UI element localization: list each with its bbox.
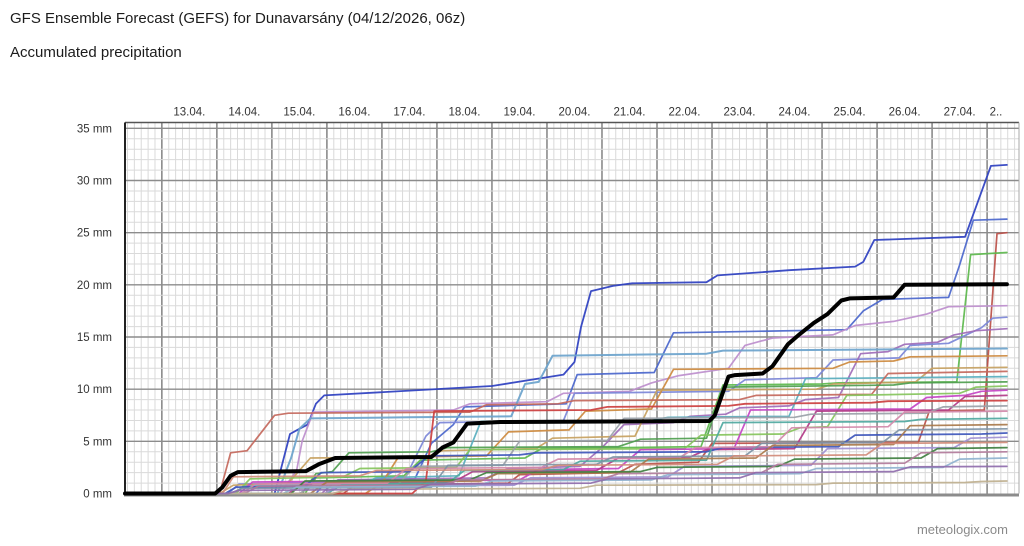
ensemble-member-line bbox=[124, 450, 1008, 495]
y-tick-label: 0 mm bbox=[83, 489, 112, 501]
x-tick-label: 16.04. bbox=[338, 107, 370, 119]
ensemble-mean-line bbox=[123, 282, 1009, 496]
y-tick-label: 15 mm bbox=[77, 332, 112, 344]
x-tick-label: 13.04. bbox=[173, 107, 205, 119]
ensemble-member-line bbox=[124, 389, 1008, 495]
ensemble-member-line bbox=[124, 446, 1008, 495]
ensemble-member-line bbox=[124, 385, 1008, 495]
x-tick-label: 23.04. bbox=[724, 107, 756, 119]
x-tick-label: 2.. bbox=[990, 107, 1003, 119]
x-tick-label: 25.04. bbox=[834, 107, 866, 119]
ensemble-member-line bbox=[124, 441, 1008, 495]
ensemble-member-line bbox=[124, 231, 1008, 495]
x-tick-label: 24.04. bbox=[779, 107, 811, 119]
ensemble-member-line bbox=[124, 354, 1008, 495]
watermark: meteologix.com bbox=[916, 522, 1008, 537]
ensemble-member-line bbox=[124, 347, 1008, 495]
x-tick-label: 20.04. bbox=[558, 107, 590, 119]
x-tick-label: 22.04. bbox=[669, 107, 701, 119]
chart-subtitle: Accumulated precipitation bbox=[10, 44, 182, 61]
y-tick-label: 5 mm bbox=[83, 436, 112, 448]
y-tick-label: 20 mm bbox=[77, 280, 112, 292]
x-tick-label: 19.04. bbox=[503, 107, 535, 119]
x-tick-label: 26.04. bbox=[889, 107, 921, 119]
ensemble-member-line bbox=[124, 304, 1008, 495]
ensemble-member-line bbox=[124, 423, 1008, 495]
chart-title: GFS Ensemble Forecast (GEFS) for Dunavar… bbox=[10, 10, 466, 27]
ensemble-member-line bbox=[124, 465, 1008, 495]
y-tick-label: 35 mm bbox=[77, 123, 112, 135]
ensemble-member-line bbox=[124, 427, 1008, 495]
x-tick-label: 14.04. bbox=[228, 107, 260, 119]
y-tick-label: 30 mm bbox=[77, 176, 112, 188]
ensemble-member-line bbox=[124, 381, 1008, 495]
ensemble-member-line bbox=[124, 370, 1008, 495]
y-tick-label: 25 mm bbox=[77, 228, 112, 240]
ensemble-member-line bbox=[124, 163, 1008, 495]
ensemble-member-line bbox=[124, 410, 1008, 495]
x-tick-label: 15.04. bbox=[283, 107, 315, 119]
x-tick-label: 27.04. bbox=[944, 107, 976, 119]
x-tick-label: 17.04. bbox=[393, 107, 425, 119]
x-tick-label: 18.04. bbox=[448, 107, 480, 119]
ensemble-member-line bbox=[124, 480, 1008, 495]
x-tick-label: 21.04. bbox=[613, 107, 645, 119]
y-tick-label: 10 mm bbox=[77, 384, 112, 396]
